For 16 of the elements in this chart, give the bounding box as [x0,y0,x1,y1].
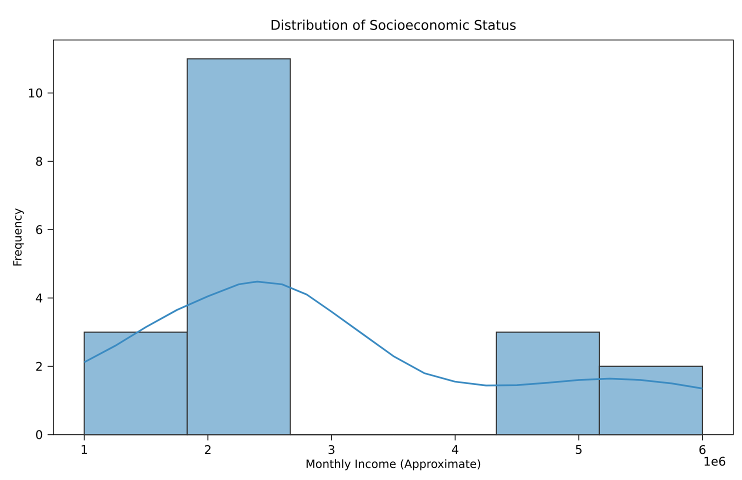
y-tick-label: 10 [28,88,42,98]
x-tick-label: 4 [452,445,458,454]
y-tick-label: 6 [36,225,42,234]
x-tick-label: 1 [82,445,87,454]
x-tick-label: 6 [699,445,706,454]
x-tick-label: 2 [204,445,211,454]
text: 1e6 [704,456,726,466]
x-axis-title: Monthly Income (Approximate) [306,459,480,470]
chart-title: Distribution of Socioeconomic Status [272,20,516,30]
y-tick-label: 2 [36,362,42,371]
y-axis-title: Frequency [13,208,24,266]
y-tick-label: 8 [36,156,42,166]
x-tick-label: 3 [328,445,334,454]
x-tick-label: 5 [576,445,582,454]
y-tick-label: 0 [36,430,42,440]
y-tick-label: 4 [36,294,42,302]
